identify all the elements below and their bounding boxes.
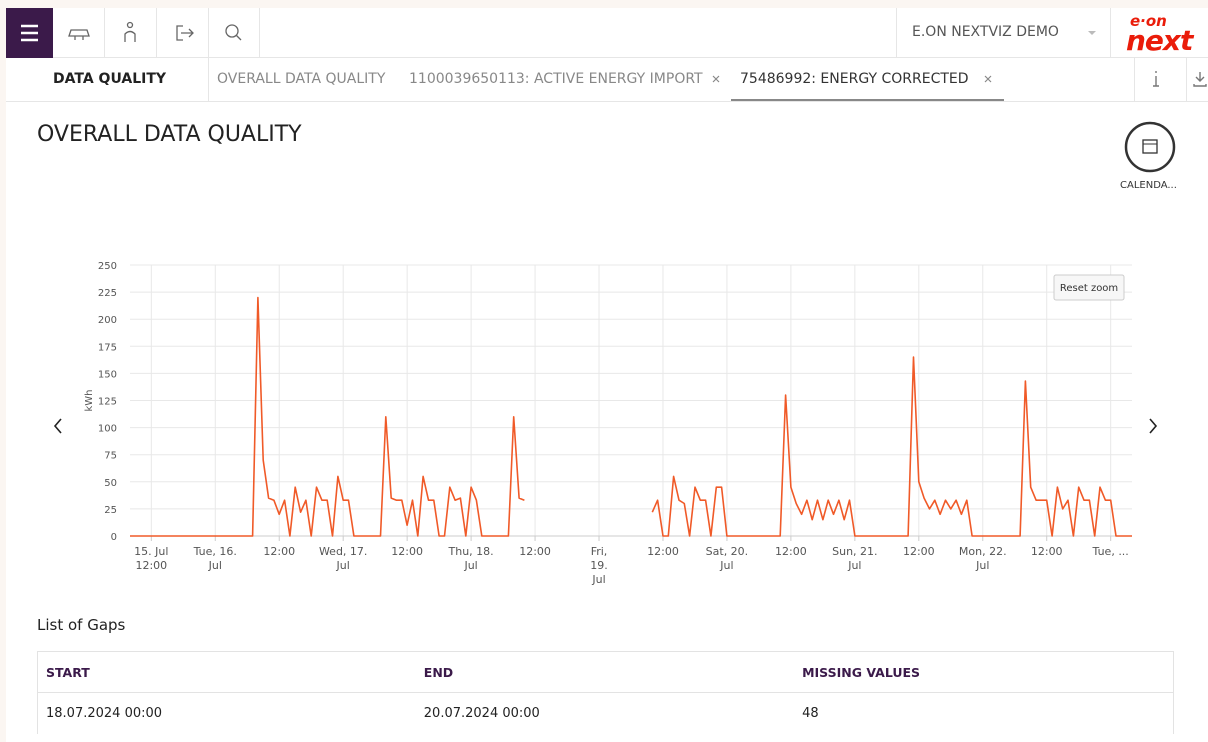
x-tick-label: Sat, 20. Jul	[706, 545, 749, 572]
y-axis-label: kWh	[84, 389, 95, 411]
y-tick-label: 225	[98, 288, 117, 299]
tab[interactable]: OVERALL DATA QUALITY	[217, 71, 386, 87]
logo-top: e·on	[1130, 12, 1167, 30]
x-tick-label: Sun, 21. Jul	[832, 545, 877, 572]
toolbar-icons[interactable]	[53, 8, 263, 58]
calendar-label: CALENDA...	[1120, 180, 1177, 191]
section-title: List of Gaps	[37, 616, 126, 634]
y-tick-label: 0	[111, 532, 117, 543]
separator	[208, 58, 209, 102]
y-tick-label: 25	[104, 505, 117, 516]
x-tick-label: 12:00	[775, 545, 807, 558]
chart: 0 25 50 75 100 125 150 175 200 225 250 15. Jul 12:00…	[53, 261, 1158, 586]
x-tick-label: 12:00	[903, 545, 935, 558]
x-tick-label: 12:00	[1031, 545, 1063, 558]
table-cell: 18.07.2024 00:00	[37, 692, 416, 734]
x-tick-label: Tue, ...	[1092, 545, 1129, 558]
column-header[interactable]: END	[415, 651, 795, 693]
x-tick-label: 12:00	[647, 545, 679, 558]
separator	[1110, 8, 1111, 58]
main-panel	[6, 102, 1208, 742]
x-tick-label: Wed, 17. Jul	[319, 545, 367, 572]
data-line	[130, 296, 1132, 537]
tab-decor	[712, 58, 1207, 102]
menu-icon	[21, 24, 38, 42]
workspace-select[interactable]: E.ON NEXTVIZ DEMO	[912, 24, 1059, 40]
x-tick-label: Fri, 19. Jul	[590, 545, 608, 586]
separator	[896, 8, 897, 58]
y-tick-label: 250	[98, 261, 117, 272]
y-tick-label: 175	[98, 342, 117, 353]
tab-active[interactable]: 75486992: ENERGY CORRECTED	[740, 71, 969, 87]
column-header[interactable]: MISSING VALUES	[794, 651, 1174, 693]
x-tick-label: 12:00	[519, 545, 551, 558]
table-cell: 20.07.2024 00:00	[415, 692, 795, 734]
gaps-table: START END MISSING VALUES 18.07.2024 00:00 20…	[37, 651, 1174, 734]
y-tick-label: 75	[104, 451, 117, 462]
nav-arrows[interactable]	[53, 418, 1158, 434]
x-tick-label: 15. Jul 12:00	[134, 545, 168, 572]
table-cell: 48	[794, 692, 1174, 734]
x-tick-label: Thu, 18. Jul	[448, 545, 494, 572]
y-tick-label: 150	[98, 369, 117, 380]
tab-bar: DATA QUALITY OVERALL DATA QUALITY 110003…	[6, 58, 1208, 102]
x-tick-label: 12:00	[263, 545, 295, 558]
page-title: OVERALL DATA QUALITY	[37, 122, 302, 147]
x-tick-label: 12:00	[391, 545, 423, 558]
table-row: 18.07.2024 00:00 20.07.2024 00:00 48	[37, 692, 1174, 734]
calendar-button[interactable]	[1122, 120, 1178, 176]
x-tick-label: Mon, 22. Jul	[959, 545, 1007, 572]
header-row: START END MISSING VALUES	[37, 651, 1174, 693]
section-tab[interactable]: DATA QUALITY	[53, 71, 167, 87]
logo-bottom: next	[1126, 24, 1193, 57]
dropdown-caret	[1088, 31, 1096, 35]
y-tick-label: 200	[98, 315, 117, 326]
reset-zoom-label: Reset zoom	[1060, 283, 1118, 294]
y-tick-label: 100	[98, 424, 117, 435]
menu-button[interactable]	[6, 8, 53, 58]
x-tick-label: Tue, 16. Jul	[193, 545, 237, 572]
y-tick-label: 50	[104, 478, 117, 489]
tab[interactable]: 1100039650113: ACTIVE ENERGY IMPORT	[409, 71, 703, 87]
column-header[interactable]: START	[37, 651, 416, 693]
y-tick-label: 125	[98, 397, 117, 408]
top-bar: E.ON NEXTVIZ DEMO e·on next	[6, 8, 1208, 58]
reset-zoom-button[interactable]	[1053, 274, 1125, 301]
